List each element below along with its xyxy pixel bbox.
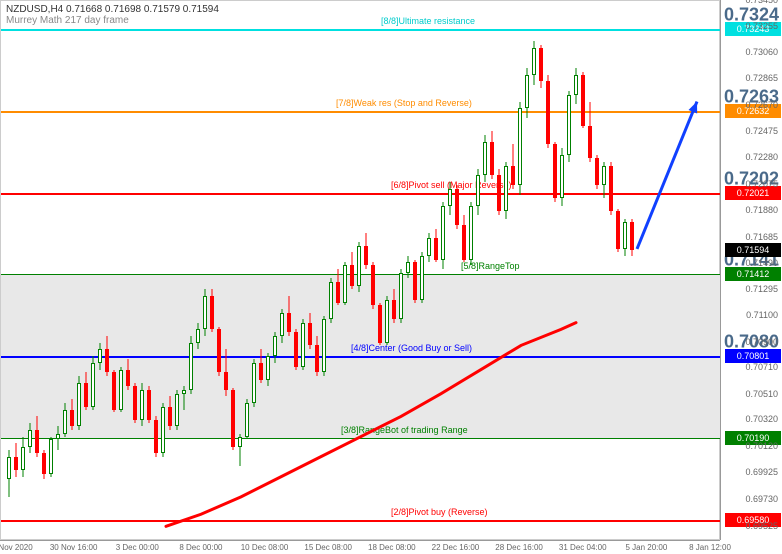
y-tick: 0.71490 [745,258,778,268]
murrey-line [1,193,721,195]
murrey-line [1,274,721,275]
x-tick: 26 Nov 2020 [0,543,33,552]
y-tick: 0.71880 [745,205,778,215]
x-tick: 28 Dec 16:00 [495,543,543,552]
projection-arrow [1,1,721,541]
x-tick: 18 Dec 08:00 [368,543,416,552]
x-tick: 8 Jan 12:00 [689,543,731,552]
murrey-line-label: [3/8]RangeBot of trading Range [341,425,468,435]
murrey-line [1,29,721,31]
y-tick: 0.72865 [745,73,778,83]
murrey-line-label: [2/8]Pivot buy (Reverse) [391,507,488,517]
murrey-line-label: [8/8]Ultimate resistance [381,16,475,26]
y-tick: 0.70120 [745,441,778,451]
y-tick: 0.72075 [745,179,778,189]
x-tick: 31 Dec 04:00 [559,543,607,552]
y-tick: 0.72280 [745,152,778,162]
murrey-line [1,520,721,522]
x-tick: 3 Dec 00:00 [116,543,159,552]
murrey-line-label: [7/8]Weak res (Stop and Reverse) [336,98,472,108]
murrey-line [1,111,721,113]
y-tick: 0.73255 [745,21,778,31]
moving-average-line [1,1,721,541]
y-tick: 0.71295 [745,284,778,294]
y-tick: 0.70320 [745,414,778,424]
y-tick: 0.69730 [745,494,778,504]
y-tick: 0.69925 [745,467,778,477]
x-tick: 30 Nov 16:00 [50,543,98,552]
y-tick: 0.70900 [745,337,778,347]
chart-title: NZDUSD,H4 0.71668 0.71698 0.71579 0.7159… [6,4,219,26]
x-tick: 10 Dec 08:00 [241,543,289,552]
x-axis: 26 Nov 2020 30 Nov 16:00 3 Dec 00:00 8 Dec … [0,540,720,554]
y-tick: 0.69525 [745,521,778,531]
x-tick: 15 Dec 08:00 [304,543,352,552]
chart-container: NZDUSD,H4 0.71668 0.71698 0.71579 0.7159… [0,0,782,554]
murrey-line [1,356,721,358]
y-tick: 0.70710 [745,362,778,372]
y-tick: 0.71685 [745,232,778,242]
y-tick: 0.73060 [745,47,778,57]
murrey-line-label: [4/8]Center (Good Buy or Sell) [351,343,472,353]
murrey-line [1,438,721,439]
y-tick: 0.72475 [745,126,778,136]
plot-area[interactable]: [8/8]Ultimate resistance0.73243[7/8]Weak… [0,0,720,540]
y-axis: 0.73450 0.73255 0.73060 0.72865 0.72670 0.724… [720,0,782,540]
x-tick: 5 Jan 20:00 [625,543,667,552]
x-tick: 22 Dec 16:00 [432,543,480,552]
x-tick: 8 Dec 00:00 [179,543,222,552]
y-tick: 0.72670 [745,100,778,110]
y-tick: 0.70510 [745,389,778,399]
y-tick: 0.71100 [746,310,778,320]
y-tick: 0.73450 [745,0,778,5]
